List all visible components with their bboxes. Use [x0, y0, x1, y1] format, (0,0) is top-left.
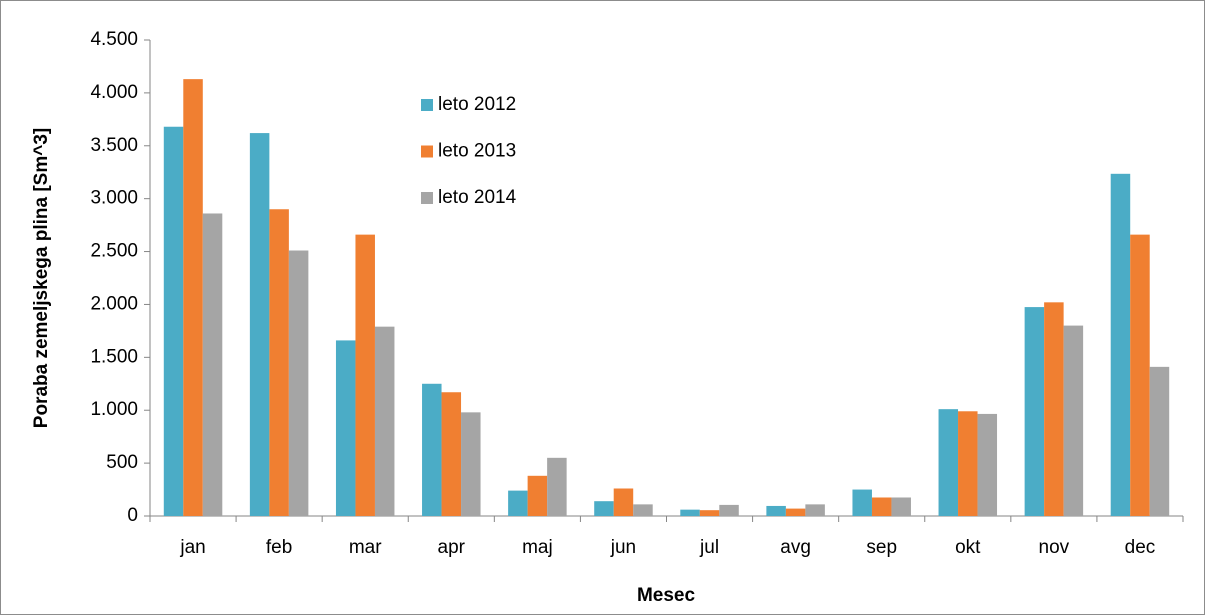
legend-label: leto 2012	[438, 94, 516, 115]
bar	[163, 126, 184, 516]
y-tick-label: 1.000	[90, 399, 138, 420]
x-tick-label: nov	[1039, 537, 1070, 558]
x-axis-title: Mesec	[637, 585, 696, 606]
bar	[1149, 366, 1170, 516]
bar	[719, 504, 739, 516]
bar	[1130, 234, 1150, 516]
bar	[1024, 307, 1045, 516]
bar	[852, 489, 872, 516]
legend-swatch	[421, 192, 433, 204]
bar	[958, 411, 978, 516]
bar	[547, 457, 567, 516]
bar	[766, 505, 786, 516]
bar	[633, 504, 653, 516]
bar	[422, 383, 442, 516]
y-tick-label: 2.000	[90, 293, 138, 314]
bar	[938, 409, 959, 516]
bar	[871, 497, 892, 516]
bar	[613, 488, 634, 516]
x-tick-label: okt	[955, 537, 981, 558]
y-tick-label: 500	[106, 452, 138, 473]
x-tick-label: dec	[1125, 537, 1156, 558]
bar	[527, 475, 548, 516]
x-tick-label: jan	[179, 537, 205, 558]
x-tick-label: avg	[780, 537, 811, 558]
x-tick-label: jun	[610, 537, 636, 558]
bar	[335, 340, 356, 516]
y-tick-label: 3.000	[90, 188, 138, 209]
bar	[680, 509, 700, 516]
x-tick-label: sep	[866, 537, 897, 558]
bar	[1044, 302, 1064, 516]
bar	[805, 504, 825, 516]
bar	[977, 413, 998, 516]
y-tick-label: 3.500	[90, 135, 138, 156]
y-tick-label: 4.000	[90, 82, 138, 103]
x-tick-label: jul	[699, 537, 719, 558]
x-tick-label: apr	[438, 537, 466, 558]
bar	[441, 392, 462, 516]
y-tick-label: 1.500	[90, 346, 138, 367]
x-tick-label: feb	[266, 537, 292, 558]
x-tick-label: mar	[349, 537, 382, 558]
legend-swatch	[421, 99, 433, 111]
bar	[508, 490, 528, 516]
bar	[288, 250, 309, 516]
bar	[249, 133, 270, 516]
y-axis-title: Poraba zemeljskega plina [Sm^3]	[31, 128, 52, 428]
legend-label: leto 2014	[438, 187, 517, 208]
x-tick-label: maj	[522, 537, 553, 558]
bar	[374, 326, 395, 516]
y-tick-label: 4.500	[90, 29, 138, 50]
bar	[1110, 173, 1131, 516]
bar	[202, 213, 223, 516]
bar	[594, 501, 614, 516]
y-tick-label: 0	[127, 505, 138, 526]
bar	[269, 209, 289, 516]
bar	[355, 234, 375, 516]
bar	[891, 497, 911, 516]
bar	[183, 79, 203, 516]
legend-label: leto 2013	[438, 141, 516, 162]
bar	[1063, 325, 1084, 516]
bar	[699, 510, 720, 516]
y-tick-label: 2.500	[90, 241, 138, 262]
bar	[785, 508, 806, 516]
legend-swatch	[421, 145, 433, 158]
bar	[461, 412, 481, 516]
